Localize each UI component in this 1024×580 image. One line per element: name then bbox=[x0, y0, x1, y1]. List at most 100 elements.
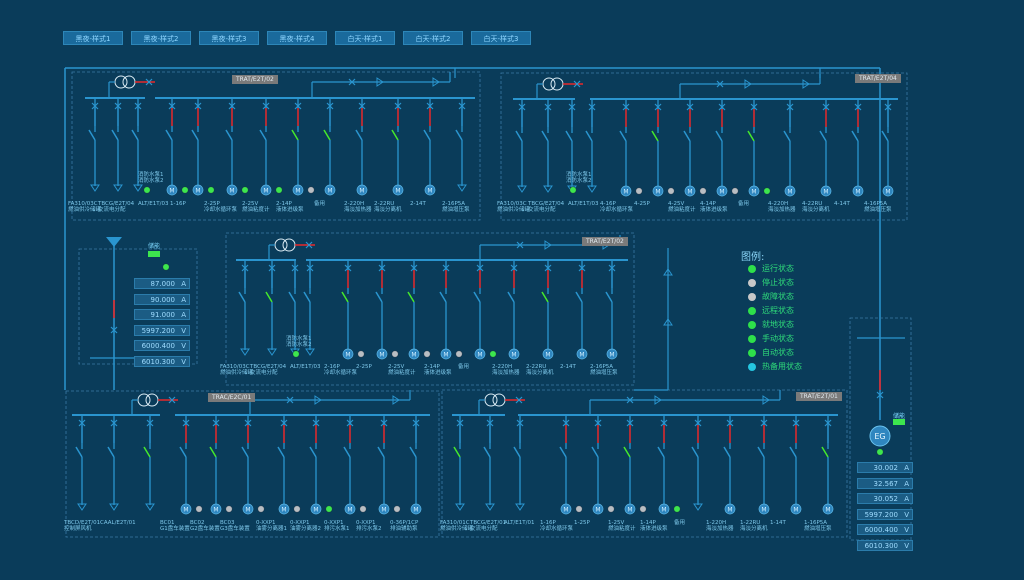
feeder-caption-bl-6: 0-XXP1 油雾分离器2 bbox=[290, 520, 321, 532]
panel-tl-motor-11-text: M bbox=[427, 187, 432, 194]
panel-tl-top-arrow-2 bbox=[432, 77, 440, 87]
panel-br-motor-5-text: M bbox=[627, 506, 632, 513]
panel-tr-lamp-4 bbox=[635, 187, 643, 195]
panel-bl-top-arrow-2 bbox=[392, 395, 400, 405]
panel-mid-motor-11 bbox=[576, 348, 588, 360]
panel-tr-feeder-12-switch bbox=[881, 130, 889, 142]
legend-label: 运行状态 bbox=[762, 264, 794, 273]
panel-tr-lamp-7 bbox=[731, 187, 739, 195]
feeder-caption-tl-11: 2-16P5A 燃油增压泵 bbox=[442, 201, 470, 213]
panel-tr-feeder-8-breaker bbox=[750, 103, 758, 111]
legend-dot-icon bbox=[748, 349, 756, 357]
panel-tl-motor-7-text: M bbox=[295, 187, 300, 194]
panel-bl-motor-5-text: M bbox=[245, 506, 250, 513]
reading-value: 87.000 bbox=[150, 280, 176, 288]
panel-bl-feeder-7-switch bbox=[309, 446, 317, 458]
style-button-day-3[interactable]: 白天-样式3 bbox=[471, 31, 531, 45]
panel-tl-arrow-12 bbox=[457, 184, 467, 192]
feeder-caption-bl-0: TBCD/E2T/01 控制屏风机 bbox=[64, 520, 101, 532]
panel-tr-arrow-0 bbox=[517, 185, 527, 193]
feeder-caption-br-2: ALT/E1T/01 bbox=[504, 520, 535, 526]
panel-bl-motor-7 bbox=[310, 503, 322, 515]
feeder-caption-tr-11: 4-16P5A 燃油增压泵 bbox=[864, 201, 892, 213]
style-button-night-4[interactable]: 黑夜-样式4 bbox=[267, 31, 327, 45]
legend-label: 远程状态 bbox=[762, 306, 794, 315]
panel-bl-lamp-7 bbox=[325, 505, 333, 513]
panel-mid-feeder-2-switch bbox=[288, 291, 296, 303]
reading-unit: A bbox=[181, 280, 186, 288]
reading-unit: V bbox=[904, 510, 909, 519]
legend-dot-icon bbox=[748, 265, 756, 273]
panel-bl-arrow-0 bbox=[77, 503, 87, 511]
panel-bl-feeder-5-switch bbox=[241, 446, 249, 458]
panel-tr-motor-7 bbox=[716, 185, 728, 197]
style-button-night-1[interactable]: 黑夜-样式1 bbox=[63, 31, 123, 45]
feeder-caption-bl-2: BC01 G1盘车装置 bbox=[160, 520, 190, 532]
style-button-day-2[interactable]: 白天-样式2 bbox=[403, 31, 463, 45]
panel-br-feeder-1-breaker bbox=[486, 419, 494, 427]
aux-caption-mid: 消防水泵1 消防水泵2 bbox=[286, 336, 312, 348]
panel-mid-border bbox=[225, 232, 635, 386]
feeder-caption-br-6: 1-14P 液体进级泵 bbox=[640, 520, 668, 532]
panel-br-feeder-8-switch bbox=[723, 446, 731, 458]
panel-tr-feeder-9-breaker bbox=[786, 103, 794, 111]
panel-mid-motor-4 bbox=[342, 348, 354, 360]
legend-dot-icon bbox=[748, 335, 756, 343]
panel-tl-motor-6-text: M bbox=[263, 187, 268, 194]
panel-mid-feeder-6-switch bbox=[407, 291, 415, 303]
panel-bl-lamp-8 bbox=[359, 505, 367, 513]
style-button-night-2[interactable]: 黑夜-样式2 bbox=[131, 31, 191, 45]
panel-tr-lamp-8 bbox=[763, 187, 771, 195]
panel-br-motor-11 bbox=[822, 503, 834, 515]
panel-br-top-arrow-2 bbox=[762, 395, 770, 405]
reading-unit: V bbox=[181, 357, 186, 366]
feeder-caption-tl-2: ALT/E1T/03 bbox=[138, 201, 169, 207]
feeder-caption-mid-2: ALT/E1T/03 bbox=[290, 364, 321, 370]
aux-caption-tl: 消防水泵1 消防水泵2 bbox=[138, 172, 164, 184]
reading-box: 6010.300 V bbox=[134, 355, 190, 367]
right-unit-status-label: 储能 bbox=[893, 413, 906, 420]
panel-bl-feeder-6-breaker bbox=[280, 419, 288, 427]
panel-tr-motor-4-text: M bbox=[623, 188, 628, 195]
panel-mid-feeder-2-breaker bbox=[291, 264, 299, 272]
panel-br-feeder-9-switch bbox=[757, 446, 765, 458]
panel-br-motor-4-text: M bbox=[595, 506, 600, 513]
panel-tr-motor-10-text: M bbox=[823, 188, 828, 195]
panel-tl-feeder-9-breaker bbox=[358, 102, 366, 110]
panel-br-motor-4 bbox=[592, 503, 604, 515]
panel-mid-feeder-1-breaker bbox=[268, 264, 276, 272]
panel-mid-motor-10-text: M bbox=[545, 351, 550, 358]
panel-tag-mid: TRAT/E2T/02 bbox=[582, 237, 628, 246]
feeder-caption-br-4: 1-25P bbox=[574, 520, 590, 526]
feeder-caption-mid-0: FA310/03C 燃油供冷储罐 bbox=[220, 364, 254, 376]
legend-label: 故障状态 bbox=[762, 292, 794, 301]
panel-br-motor-10-text: M bbox=[793, 506, 798, 513]
panel-tl-feeder-7-switch bbox=[291, 129, 299, 141]
feeder-caption-mid-4: 2-25P bbox=[356, 364, 372, 370]
feeder-caption-br-8: 1-220H 海淡加热器 bbox=[706, 520, 734, 532]
panel-br-motor-8 bbox=[724, 503, 736, 515]
panel-tl-motor-6 bbox=[260, 184, 272, 196]
panel-tr-arrow-1 bbox=[543, 185, 553, 193]
panel-tl-motor-11 bbox=[424, 184, 436, 196]
panel-tl-lamp-7 bbox=[307, 186, 315, 194]
style-button-day-1[interactable]: 白天-样式1 bbox=[335, 31, 395, 45]
panel-br-lamp-5 bbox=[639, 505, 647, 513]
style-button-night-3[interactable]: 黑夜-样式3 bbox=[199, 31, 259, 45]
panel-br-feeder-10-breaker bbox=[792, 419, 800, 427]
panel-tr-feeder-4-breaker bbox=[622, 103, 630, 111]
panel-br-feeder-5-switch bbox=[623, 446, 631, 458]
panel-tr-feeder-1-switch bbox=[541, 130, 549, 142]
reading-box: 6000.400 V bbox=[857, 524, 913, 535]
panel-tag-br: TRAT/E2T/01 bbox=[796, 392, 842, 401]
reading-value: 6010.300 bbox=[864, 541, 898, 550]
panel-br-feeder-2-breaker bbox=[516, 419, 524, 427]
panel-br-arrow-1 bbox=[485, 503, 495, 511]
panel-bl-top-breaker bbox=[286, 396, 294, 404]
reading-box: 32.567 A bbox=[857, 477, 913, 489]
panel-mid-motor-5-text: M bbox=[379, 351, 384, 358]
panel-bl-feeder-9-switch bbox=[377, 446, 385, 458]
panel-tr-feeder-4-switch bbox=[619, 130, 627, 142]
panel-bl-feeder-9-breaker bbox=[380, 419, 388, 427]
panel-tr-transformer bbox=[550, 77, 564, 91]
